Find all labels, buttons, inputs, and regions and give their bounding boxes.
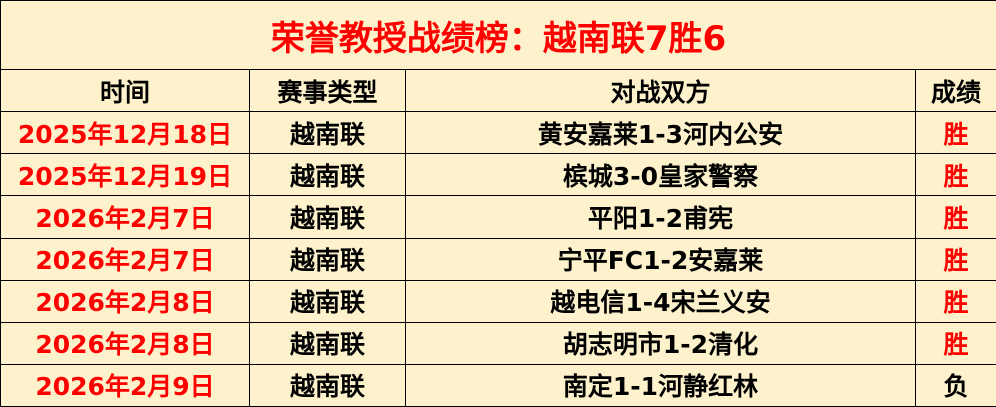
date-cell: 2026年2月7日	[0, 237, 250, 281]
header-match: 对战双方	[405, 69, 916, 113]
header-type: 赛事类型	[249, 69, 406, 113]
type-cell: 越南联	[249, 111, 406, 155]
table-row: 2026年2月8日 越南联 越电信1-4宋兰义安胜	[0, 279, 996, 323]
result-cell: 胜	[914, 321, 996, 365]
date-cell: 2026年2月8日	[0, 321, 250, 365]
match-cell: 宁平FC1-2安嘉莱	[405, 237, 916, 281]
header-time: 时间	[0, 69, 250, 113]
table-row: 2026年2月8日 越南联 胡志明市1-2清化胜	[0, 321, 996, 365]
table-row: 2026年2月7日 越南联 平阳1-2甫宪胜	[0, 195, 996, 239]
date-cell: 2026年2月8日	[0, 279, 250, 323]
match-cell: 南定1-1河静红林	[405, 363, 916, 407]
header-result: 成绩	[914, 69, 996, 113]
match-cell: 越电信1-4宋兰义安	[405, 279, 916, 323]
table-row: 2025年12月18日 越南联 黄安嘉莱1-3河内公安胜	[0, 111, 996, 155]
table-title: 荣誉教授战绩榜：越南联7胜6	[0, 0, 996, 71]
result-cell: 负	[914, 363, 996, 407]
match-cell: 黄安嘉莱1-3河内公安	[405, 111, 916, 155]
date-cell: 2025年12月19日	[0, 153, 250, 197]
type-cell: 越南联	[249, 153, 406, 197]
header-row: 时间 赛事类型 对战双方 成绩	[0, 69, 996, 113]
result-cell: 胜	[914, 279, 996, 323]
date-cell: 2026年2月9日	[0, 363, 250, 407]
table-row: 2025年12月19日 越南联 槟城3-0皇家警察胜	[0, 153, 996, 197]
date-cell: 2025年12月18日	[0, 111, 250, 155]
match-cell: 胡志明市1-2清化	[405, 321, 916, 365]
table-row: 2026年2月9日 越南联 南定1-1河静红林负	[0, 363, 996, 407]
type-cell: 越南联	[249, 279, 406, 323]
result-cell: 胜	[914, 195, 996, 239]
type-cell: 越南联	[249, 321, 406, 365]
match-cell: 槟城3-0皇家警察	[405, 153, 916, 197]
result-cell: 胜	[914, 111, 996, 155]
type-cell: 越南联	[249, 363, 406, 407]
match-cell: 平阳1-2甫宪	[405, 195, 916, 239]
result-cell: 胜	[914, 237, 996, 281]
type-cell: 越南联	[249, 237, 406, 281]
result-cell: 胜	[914, 153, 996, 197]
type-cell: 越南联	[249, 195, 406, 239]
date-cell: 2026年2月7日	[0, 195, 250, 239]
table-row: 2026年2月7日 越南联 宁平FC1-2安嘉莱胜	[0, 237, 996, 281]
